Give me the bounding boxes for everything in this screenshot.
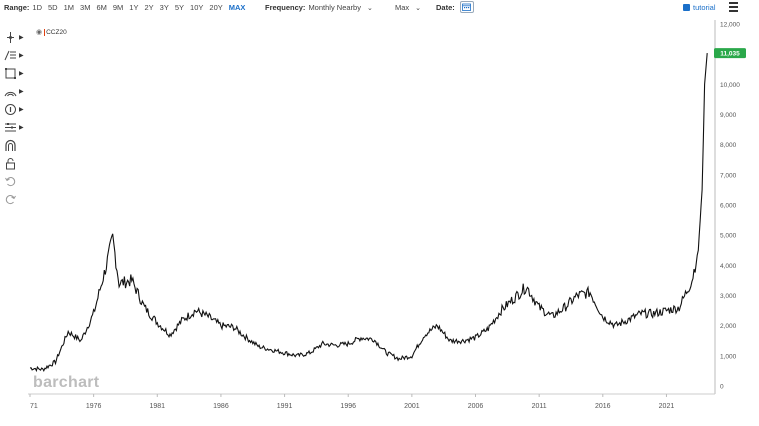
shapes-icon xyxy=(5,67,16,79)
redo-tool[interactable] xyxy=(4,190,26,208)
fibonacci-tool[interactable]: ▶ xyxy=(4,118,26,136)
y-tick-label: 10,000 xyxy=(720,82,740,89)
x-tick-label: 1986 xyxy=(213,403,229,410)
x-tick-label: 1976 xyxy=(86,403,102,410)
menu-button[interactable] xyxy=(729,2,738,14)
y-tick-label: 6,000 xyxy=(720,203,737,210)
range-9m-button[interactable]: 9M xyxy=(112,3,124,12)
calendar-icon xyxy=(462,3,472,11)
chevron-right-icon: ▶ xyxy=(19,124,24,131)
chevron-right-icon: ▶ xyxy=(19,70,24,77)
arc-icon xyxy=(4,91,17,96)
lock-tool[interactable] xyxy=(4,154,26,172)
y-tick-label: 12,000 xyxy=(720,22,740,29)
range-3y-button[interactable]: 3Y xyxy=(159,3,169,12)
frequency-value: Monthly Nearby xyxy=(308,3,361,12)
range-1y-button[interactable]: 1Y xyxy=(129,3,139,12)
range-2y-button[interactable]: 2Y xyxy=(144,3,154,12)
y-tick-label: 0 xyxy=(720,384,724,391)
last-price-label: 11,035 xyxy=(720,51,740,58)
drawing-toolbar: ▶ ▶ ▶ ▶ ▶ ▶ xyxy=(4,28,26,208)
tutorial-icon xyxy=(683,4,690,11)
range-5y-button[interactable]: 5Y xyxy=(174,3,185,12)
magnet-tool[interactable] xyxy=(4,136,26,154)
trendline-tools-icon xyxy=(4,50,16,60)
y-tick-label: 5,000 xyxy=(720,233,737,240)
range-selector: Range: 1D 5D 1M 3M 6M 9M 1Y 2Y 3Y 5Y 10Y… xyxy=(4,3,251,12)
x-tick-label: 1996 xyxy=(340,403,356,410)
tutorial-label: tutorial xyxy=(693,3,716,12)
arc-tool[interactable]: ▶ xyxy=(4,82,26,100)
range-5d-button[interactable]: 5D xyxy=(48,3,58,12)
x-tick-label: 71 xyxy=(30,403,38,410)
x-tick-label: 2016 xyxy=(595,403,611,410)
series-symbol: CCZ20 xyxy=(46,28,67,36)
tutorial-link[interactable]: tutorial xyxy=(683,3,716,12)
period-dropdown[interactable]: Max ⌄ xyxy=(395,3,421,12)
annotation-tool[interactable]: ▶ xyxy=(4,100,26,118)
range-6m-button[interactable]: 6M xyxy=(96,3,107,12)
range-10y-button[interactable]: 10Y xyxy=(190,3,204,12)
range-1m-button[interactable]: 1M xyxy=(63,3,75,12)
y-tick-label: 2,000 xyxy=(720,323,737,330)
barchart-watermark: barchart xyxy=(33,374,100,391)
frequency-selector: Frequency: Monthly Nearby ⌄ xyxy=(265,3,373,12)
shapes-tool[interactable]: ▶ xyxy=(4,64,26,82)
range-3m-button[interactable]: 3M xyxy=(80,3,91,12)
y-tick-label: 4,000 xyxy=(720,263,737,270)
period-value: Max xyxy=(395,3,410,12)
hamburger-icon xyxy=(729,2,738,4)
price-line xyxy=(29,53,708,373)
date-selector: Date: xyxy=(436,1,474,13)
x-tick-label: 1991 xyxy=(277,403,293,410)
date-label: Date: xyxy=(436,2,455,12)
annotation-icon xyxy=(5,103,16,115)
eye-icon[interactable]: ◉ xyxy=(36,29,43,36)
crosshair-tool[interactable]: ▶ xyxy=(4,28,26,46)
y-tick-label: 3,000 xyxy=(720,293,737,300)
calendar-button[interactable] xyxy=(459,1,474,13)
range-1d-button[interactable]: 1D xyxy=(32,3,43,12)
x-tick-label: 2001 xyxy=(404,403,420,410)
last-price-badge xyxy=(714,48,746,59)
range-20y-button[interactable]: 20Y xyxy=(209,3,223,12)
y-tick-label: 8,000 xyxy=(720,142,737,149)
undo-tool[interactable] xyxy=(4,172,26,190)
toolbar: Range: 1D 5D 1M 3M 6M 9M 1Y 2Y 3Y 5Y 10Y… xyxy=(0,0,759,16)
x-tick-label: 2006 xyxy=(468,403,484,410)
fibonacci-icon xyxy=(5,122,16,131)
y-tick-label: 1,000 xyxy=(720,353,737,360)
lock-icon xyxy=(6,157,15,169)
trendline-tool[interactable]: ▶ xyxy=(4,46,26,64)
chevron-right-icon: ▶ xyxy=(19,52,24,59)
redo-icon xyxy=(5,194,16,204)
x-tick-label: 1981 xyxy=(150,403,166,410)
chevron-right-icon: ▶ xyxy=(19,106,24,113)
series-color-marker xyxy=(44,28,46,36)
range-max-button[interactable]: MAX xyxy=(228,3,246,12)
x-tick-label: 2021 xyxy=(659,403,675,410)
chevron-right-icon: ▶ xyxy=(19,88,24,95)
y-tick-label: 7,000 xyxy=(720,172,737,179)
chevron-down-icon: ⌄ xyxy=(366,4,373,12)
range-label: Range: xyxy=(4,3,30,12)
chevron-right-icon: ▶ xyxy=(19,34,24,41)
crosshair-icon xyxy=(7,31,14,43)
y-tick-label: 9,000 xyxy=(720,112,737,119)
x-tick-label: 2011 xyxy=(532,403,547,410)
y-tick-label: 11,000 xyxy=(720,52,740,59)
magnet-icon xyxy=(5,139,16,151)
undo-icon xyxy=(5,176,16,186)
chevron-down-icon: ⌄ xyxy=(415,4,422,12)
frequency-dropdown[interactable]: Monthly Nearby ⌄ xyxy=(308,3,372,12)
frequency-label: Frequency: xyxy=(265,3,306,12)
chart-legend: ◉ CCZ20 xyxy=(36,28,67,36)
